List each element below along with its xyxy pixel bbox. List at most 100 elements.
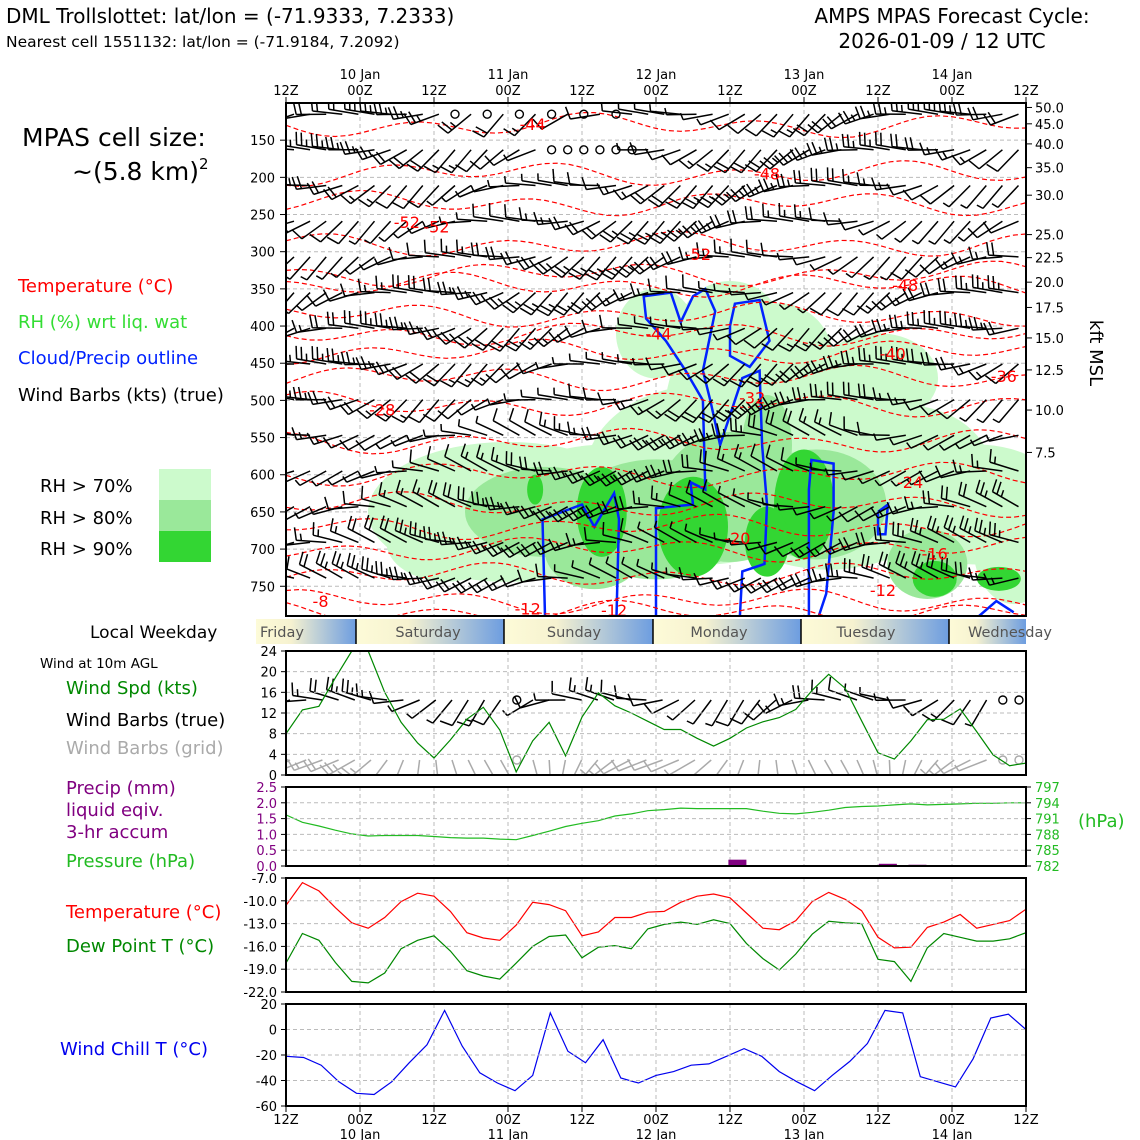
upper-wind-barb xyxy=(938,434,971,451)
legend-rh70-swatch xyxy=(159,469,211,500)
cell-size-value: ~(5.8 km)2 xyxy=(72,155,209,186)
upper-wind-barb xyxy=(928,220,955,245)
upper-wind-barb xyxy=(858,347,890,365)
upper-wind-barb xyxy=(759,149,794,170)
upper-wind-barb xyxy=(744,541,778,551)
upper-wind-barb xyxy=(310,103,343,115)
upper-wind-barb xyxy=(744,206,778,222)
upper-wind-barb xyxy=(875,345,906,365)
upper-wind-barb xyxy=(971,274,1003,294)
upper-wind-barb xyxy=(347,515,375,544)
upper-wind-barb xyxy=(553,387,584,401)
upper-wind-barb xyxy=(601,352,633,365)
upper-wind-barb xyxy=(484,496,520,511)
upper-wind-barb xyxy=(488,327,520,352)
upper-wind-barb xyxy=(605,556,633,579)
upper-wind-barb xyxy=(645,464,681,479)
cloud-outline-segment xyxy=(642,287,769,616)
legend-precip-1: Precip (mm) xyxy=(66,778,176,799)
upper-wind-barb xyxy=(300,256,327,281)
legend-windchill: Wind Chill T (°C) xyxy=(60,1039,208,1060)
surface-wind-barb xyxy=(729,699,761,725)
upper-wind-barb xyxy=(895,550,923,579)
upper-wind-barb xyxy=(906,311,939,330)
upper-wind-barb xyxy=(958,481,987,508)
upper-wind-barb xyxy=(348,220,376,245)
upper-wind-barb xyxy=(889,434,923,446)
upper-wind-barb xyxy=(326,311,359,330)
surface-wind-barb xyxy=(643,699,680,715)
upper-wind-barb xyxy=(982,220,1019,234)
upper-wind-barb xyxy=(760,291,794,306)
upper-wind-barb xyxy=(679,112,713,121)
upper-wind-barb xyxy=(581,220,617,240)
upper-wind-barb xyxy=(291,176,327,191)
upper-wind-barb xyxy=(919,142,955,156)
pressure-tick-label: 794 xyxy=(1035,797,1060,812)
legend-wind10m: Wind at 10m AGL xyxy=(40,656,158,672)
upper-wind-barb xyxy=(388,149,424,170)
legend-barbs-true: Wind Barbs (true) xyxy=(66,710,225,731)
upper-wind-barb xyxy=(775,363,810,384)
upper-wind-barb xyxy=(286,541,295,546)
windchill-tick-label: -20 xyxy=(256,1049,277,1064)
temp-tick-label: -13.0 xyxy=(243,918,277,933)
upper-wind-barb xyxy=(532,506,569,522)
upper-wind-barb xyxy=(322,396,359,411)
upper-wind-barb xyxy=(797,292,826,314)
upper-wind-barb xyxy=(422,399,456,422)
upper-wind-barb xyxy=(597,392,633,406)
upper-wind-barb xyxy=(440,238,472,258)
legend-lower-temperature: Temperature (°C) xyxy=(65,902,221,923)
upper-wind-barb xyxy=(792,113,826,137)
upper-wind-barb xyxy=(988,521,1019,544)
wind-panel: 0 4 8 12 16 20 24 xyxy=(260,645,1027,784)
upper-wind-barb-calm xyxy=(579,145,589,155)
upper-wind-barb xyxy=(600,103,633,115)
cloud-outline-segment xyxy=(807,458,835,616)
upper-wind-barb xyxy=(842,381,874,401)
windchill-content xyxy=(286,1009,1026,1096)
pressure-tick-label: 450 xyxy=(250,357,275,372)
upper-wind-barb xyxy=(612,289,649,302)
upper-wind-barb xyxy=(727,113,762,134)
upper-wind-barb xyxy=(776,503,810,511)
legend-dewpoint: Dew Point T (°C) xyxy=(66,936,214,957)
upper-wind-barb xyxy=(809,256,842,271)
upper-wind-barb xyxy=(974,517,1003,544)
upper-wind-barb xyxy=(971,453,1003,472)
upper-wind-barb xyxy=(519,292,553,316)
upper-wind-barb xyxy=(584,256,617,281)
top-hour-label: 12Z xyxy=(569,84,595,99)
upper-wind-barb xyxy=(437,399,472,420)
legend-pressure: Pressure (hPa) xyxy=(66,851,195,872)
wind-tick-label: 8 xyxy=(269,728,277,743)
top-hour-label: 12Z xyxy=(717,84,743,99)
upper-wind-barb xyxy=(565,532,600,547)
upper-wind-barb xyxy=(874,470,907,487)
upper-wind-barb xyxy=(524,409,552,436)
upper-wind-barb-calm xyxy=(595,145,605,155)
upper-wind-barb xyxy=(728,537,761,546)
upper-wind-barb xyxy=(533,211,568,226)
upper-wind-barb xyxy=(409,449,440,472)
grid-wind-barb xyxy=(573,759,583,775)
upper-wind-barb xyxy=(548,466,585,481)
rh-area xyxy=(912,560,957,597)
upper-wind-barb xyxy=(426,445,456,472)
upper-wind-barb xyxy=(937,278,971,294)
weekday-name: Saturday xyxy=(395,625,461,641)
bottom-hour-label: 00Z xyxy=(495,1113,521,1128)
upper-wind-barb xyxy=(291,319,327,334)
upper-wind-barb xyxy=(339,398,375,416)
upper-wind-barb xyxy=(807,113,842,134)
upper-wind-barb xyxy=(354,146,391,161)
upper-wind-barb xyxy=(646,399,681,420)
upper-wind-barb xyxy=(790,541,826,559)
temp-tick-label: -10.0 xyxy=(243,895,277,910)
precip-tick-label: 1.5 xyxy=(256,813,277,828)
upper-wind-barb xyxy=(665,185,698,209)
upper-wind-barb xyxy=(824,468,858,476)
upper-wind-barb xyxy=(954,275,987,294)
upper-wind-barb xyxy=(629,398,665,416)
